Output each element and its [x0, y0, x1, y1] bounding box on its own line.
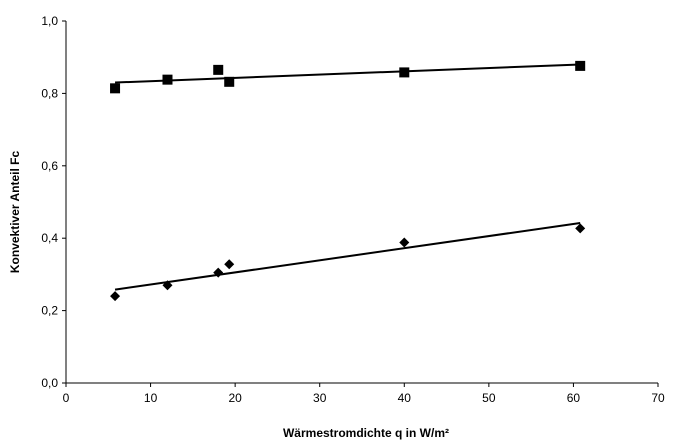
axes: 0,0 0,2 0,4 0,6 0,8 1,0 0 10 20 30 40 50 60 70 — [41, 14, 665, 405]
trendline-series-1 — [115, 63, 581, 84]
y-tick-label: 0,0 — [41, 376, 58, 390]
diamond-marker — [110, 291, 121, 302]
x-tick-label: 60 — [567, 391, 581, 405]
y-tick-label: 0,4 — [41, 231, 58, 245]
diamond-marker — [224, 259, 235, 270]
x-tick-label: 30 — [313, 391, 327, 405]
square-marker — [162, 74, 173, 85]
diamond-marker — [162, 280, 173, 291]
diamond-marker — [213, 267, 224, 278]
y-tick-label: 0,2 — [41, 304, 58, 318]
square-marker — [110, 83, 121, 94]
trendlines — [114, 63, 581, 291]
square-marker — [399, 67, 410, 78]
data-markers — [110, 60, 586, 302]
square-marker — [575, 60, 586, 71]
y-tick-label: 0,8 — [41, 86, 58, 100]
x-tick-label: 20 — [228, 391, 242, 405]
square-marker — [213, 64, 224, 75]
diamond-marker — [399, 237, 410, 248]
x-tick-label: 10 — [144, 391, 158, 405]
x-tick-label: 40 — [398, 391, 412, 405]
trendline-series-2 — [114, 222, 581, 291]
square-marker — [224, 76, 235, 87]
diamond-marker — [575, 223, 586, 234]
x-tick-label: 50 — [482, 391, 496, 405]
y-tick-label: 0,6 — [41, 159, 58, 173]
y-tick-label: 1,0 — [41, 14, 58, 28]
y-axis-title: Konvektiver Anteil Fc — [8, 151, 22, 274]
x-axis-title: Wärmestromdichte q in W/m² — [283, 426, 449, 440]
x-tick-label: 0 — [63, 391, 70, 405]
x-tick-label: 70 — [651, 391, 665, 405]
